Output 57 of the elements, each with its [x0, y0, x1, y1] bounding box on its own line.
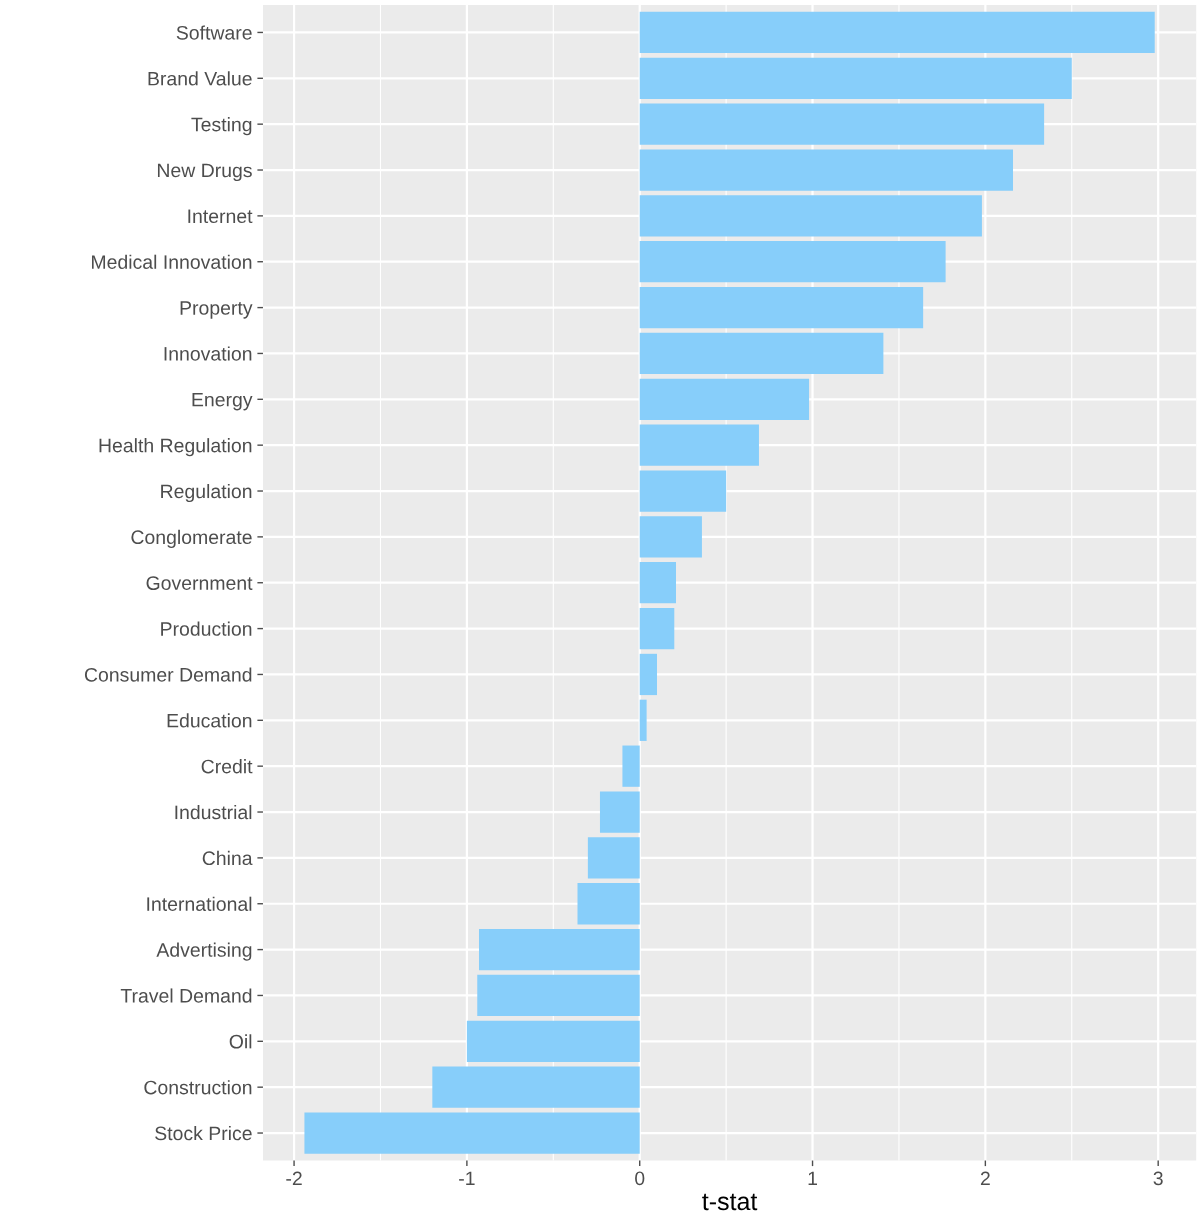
y-tick-label: Travel Demand: [120, 988, 252, 1003]
bar: [639, 195, 982, 237]
x-tick-label: 2: [980, 1171, 990, 1186]
y-tick-label: New Drugs: [157, 163, 252, 182]
y-tick-label: Internet: [188, 209, 253, 224]
bar: [432, 1066, 640, 1108]
bar: [639, 286, 924, 329]
bar: [587, 837, 640, 879]
y-tick-label: Health Regulation: [99, 438, 252, 457]
y-tick-label: Advertising: [156, 942, 252, 961]
y-tick-label: Industrial: [175, 804, 252, 820]
x-tick-label: 3: [1153, 1171, 1163, 1186]
bar: [639, 607, 675, 650]
bar: [639, 241, 946, 283]
y-tick-label: Property: [180, 301, 253, 319]
bar: [622, 745, 640, 787]
y-tick-label: Brand Value: [148, 71, 252, 86]
bar: [599, 791, 640, 833]
y-tick-label: Production: [161, 621, 252, 636]
bar: [477, 974, 640, 1017]
bar: [639, 562, 677, 604]
y-tick-label: China: [202, 850, 253, 866]
bar: [639, 57, 1072, 99]
y-tick-label: Consumer Demand: [84, 667, 252, 682]
y-tick-label: Education: [167, 713, 252, 728]
bar: [478, 928, 640, 971]
bar: [639, 378, 810, 420]
y-tick-label: Stock Price: [155, 1125, 252, 1141]
bar: [639, 516, 702, 558]
y-tick-label: Government: [146, 576, 253, 590]
bar: [639, 699, 647, 741]
bar: [639, 149, 1014, 191]
y-tick-label: Regulation: [161, 483, 252, 503]
x-tick-label: 1: [808, 1171, 817, 1186]
bar: [639, 103, 1045, 145]
y-tick-label: Software: [176, 25, 252, 40]
y-tick-label: Construction: [144, 1080, 252, 1095]
y-tick-label: Medical Innovation: [92, 254, 252, 269]
y-tick-label: Testing: [191, 117, 252, 136]
x-tick-label: -2: [286, 1171, 302, 1186]
y-tick-label: Credit: [201, 759, 253, 774]
bar: [577, 883, 640, 925]
bar: [639, 424, 759, 466]
bar: [639, 470, 727, 512]
y-tick-label: Conglomerate: [131, 529, 252, 548]
y-tick-label: Energy: [192, 392, 253, 411]
bar: [639, 653, 657, 696]
y-tick-label: International: [147, 896, 252, 911]
bar: [466, 1020, 640, 1062]
bar: [639, 332, 884, 375]
x-tick-label: 0: [635, 1171, 645, 1186]
x-tick-label: -1: [459, 1171, 475, 1186]
x-axis-title: t-stat: [702, 1193, 758, 1211]
y-tick-label: Oil: [229, 1034, 252, 1049]
bar: [639, 11, 1155, 54]
bar: [304, 1112, 640, 1154]
y-tick-label: Innovation: [164, 346, 252, 361]
